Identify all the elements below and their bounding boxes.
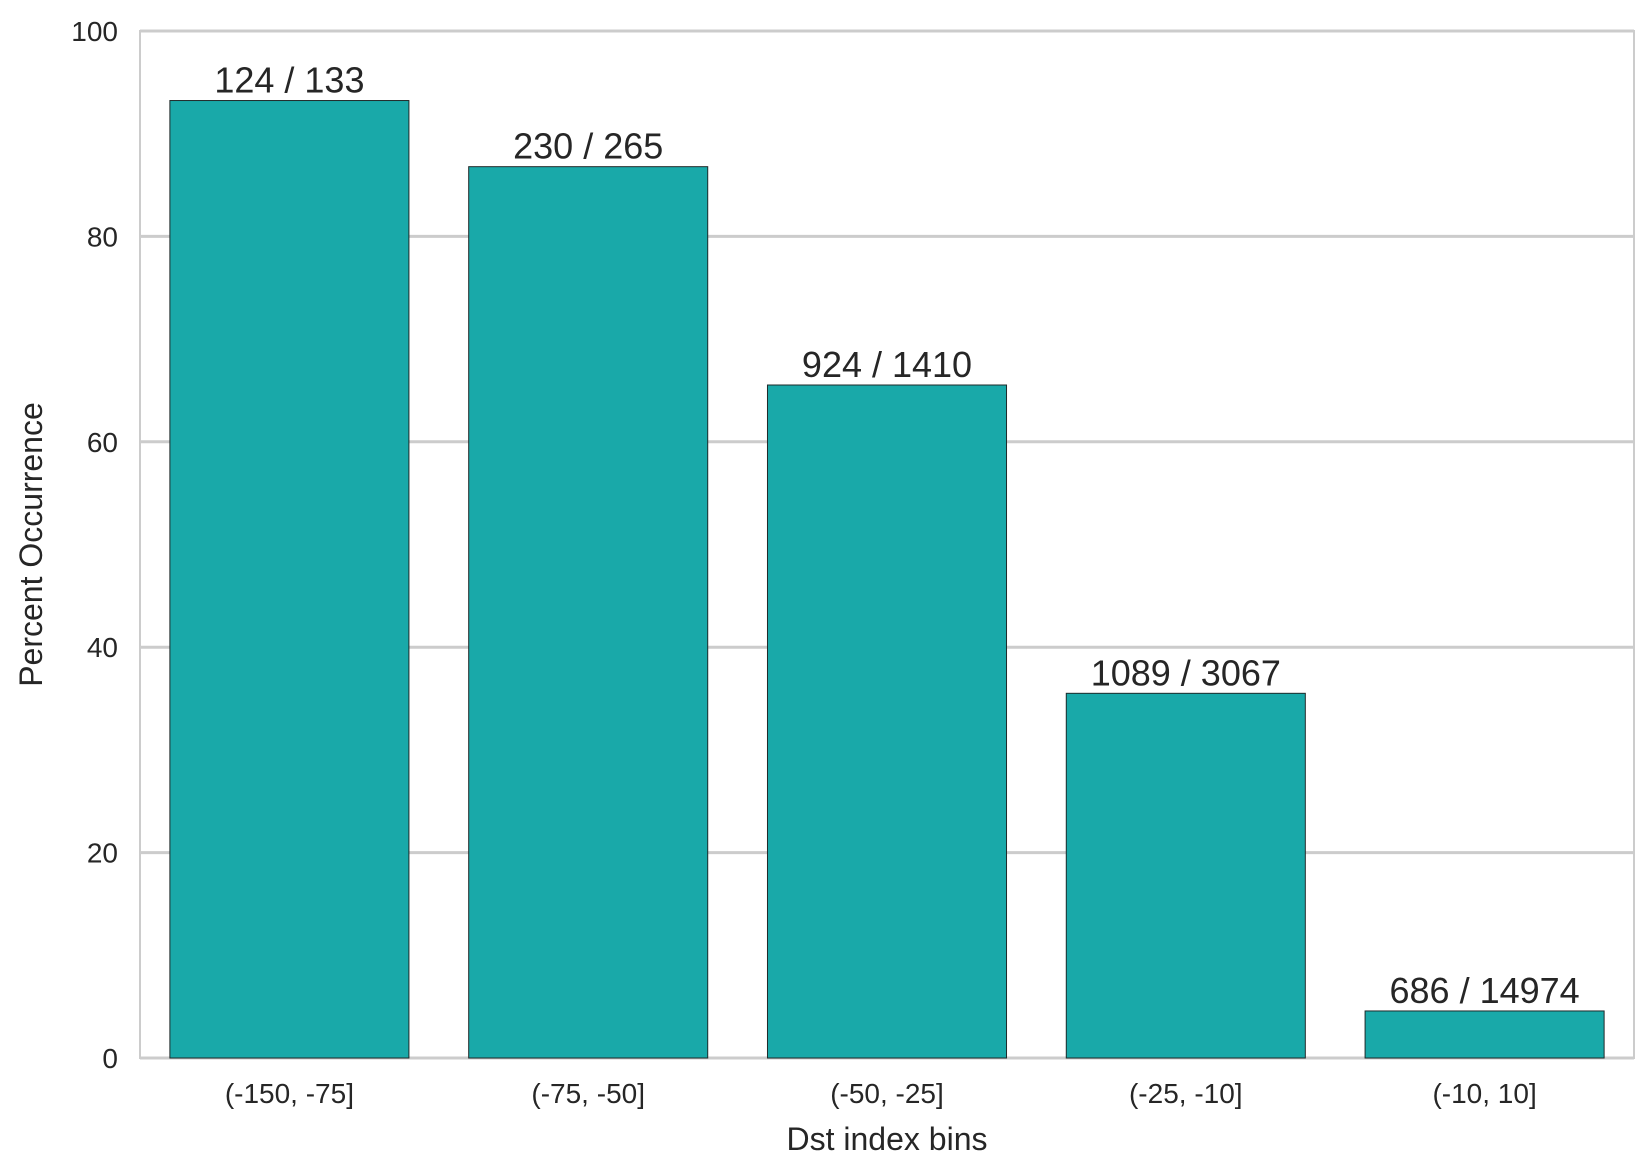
x-axis-label: Dst index bins (787, 1121, 988, 1157)
y-tick-label: 40 (87, 632, 118, 663)
bar-data-label: 124 / 133 (214, 60, 364, 101)
x-axis-ticks: (-150, -75] (-75, -50] (-50, -25] (-25, -10… (225, 1078, 1537, 1109)
bar-data-label: 1089 / 3067 (1091, 652, 1281, 693)
y-tick-label: 20 (87, 838, 118, 869)
data-labels: 124 / 133 230 / 265 924 / 1410 1089 / 3067 6… (214, 60, 1579, 1011)
x-tick-label: (-10, 10] (1432, 1078, 1536, 1109)
y-tick-label: 0 (102, 1043, 118, 1074)
x-tick-label: (-25, -10] (1129, 1078, 1243, 1109)
x-tick-label: (-75, -50] (531, 1078, 645, 1109)
y-axis-label: Percent Occurrence (13, 402, 49, 687)
x-tick-label: (-150, -75] (225, 1078, 354, 1109)
y-tick-label: 60 (87, 427, 118, 458)
bar (1364, 1010, 1605, 1059)
x-tick-label: (-50, -25] (830, 1078, 944, 1109)
y-axis-ticks: 0 20 40 60 80 100 (71, 16, 118, 1074)
y-tick-label: 100 (71, 16, 118, 47)
bar-data-label: 230 / 265 (513, 126, 663, 167)
y-tick-label: 80 (87, 221, 118, 252)
bar (1065, 692, 1306, 1059)
bar-data-label: 924 / 1410 (802, 344, 972, 385)
bar (766, 384, 1008, 1059)
bar (468, 166, 709, 1059)
bars (169, 100, 1605, 1059)
bar-data-label: 686 / 14974 (1390, 970, 1580, 1011)
bar (169, 100, 410, 1059)
